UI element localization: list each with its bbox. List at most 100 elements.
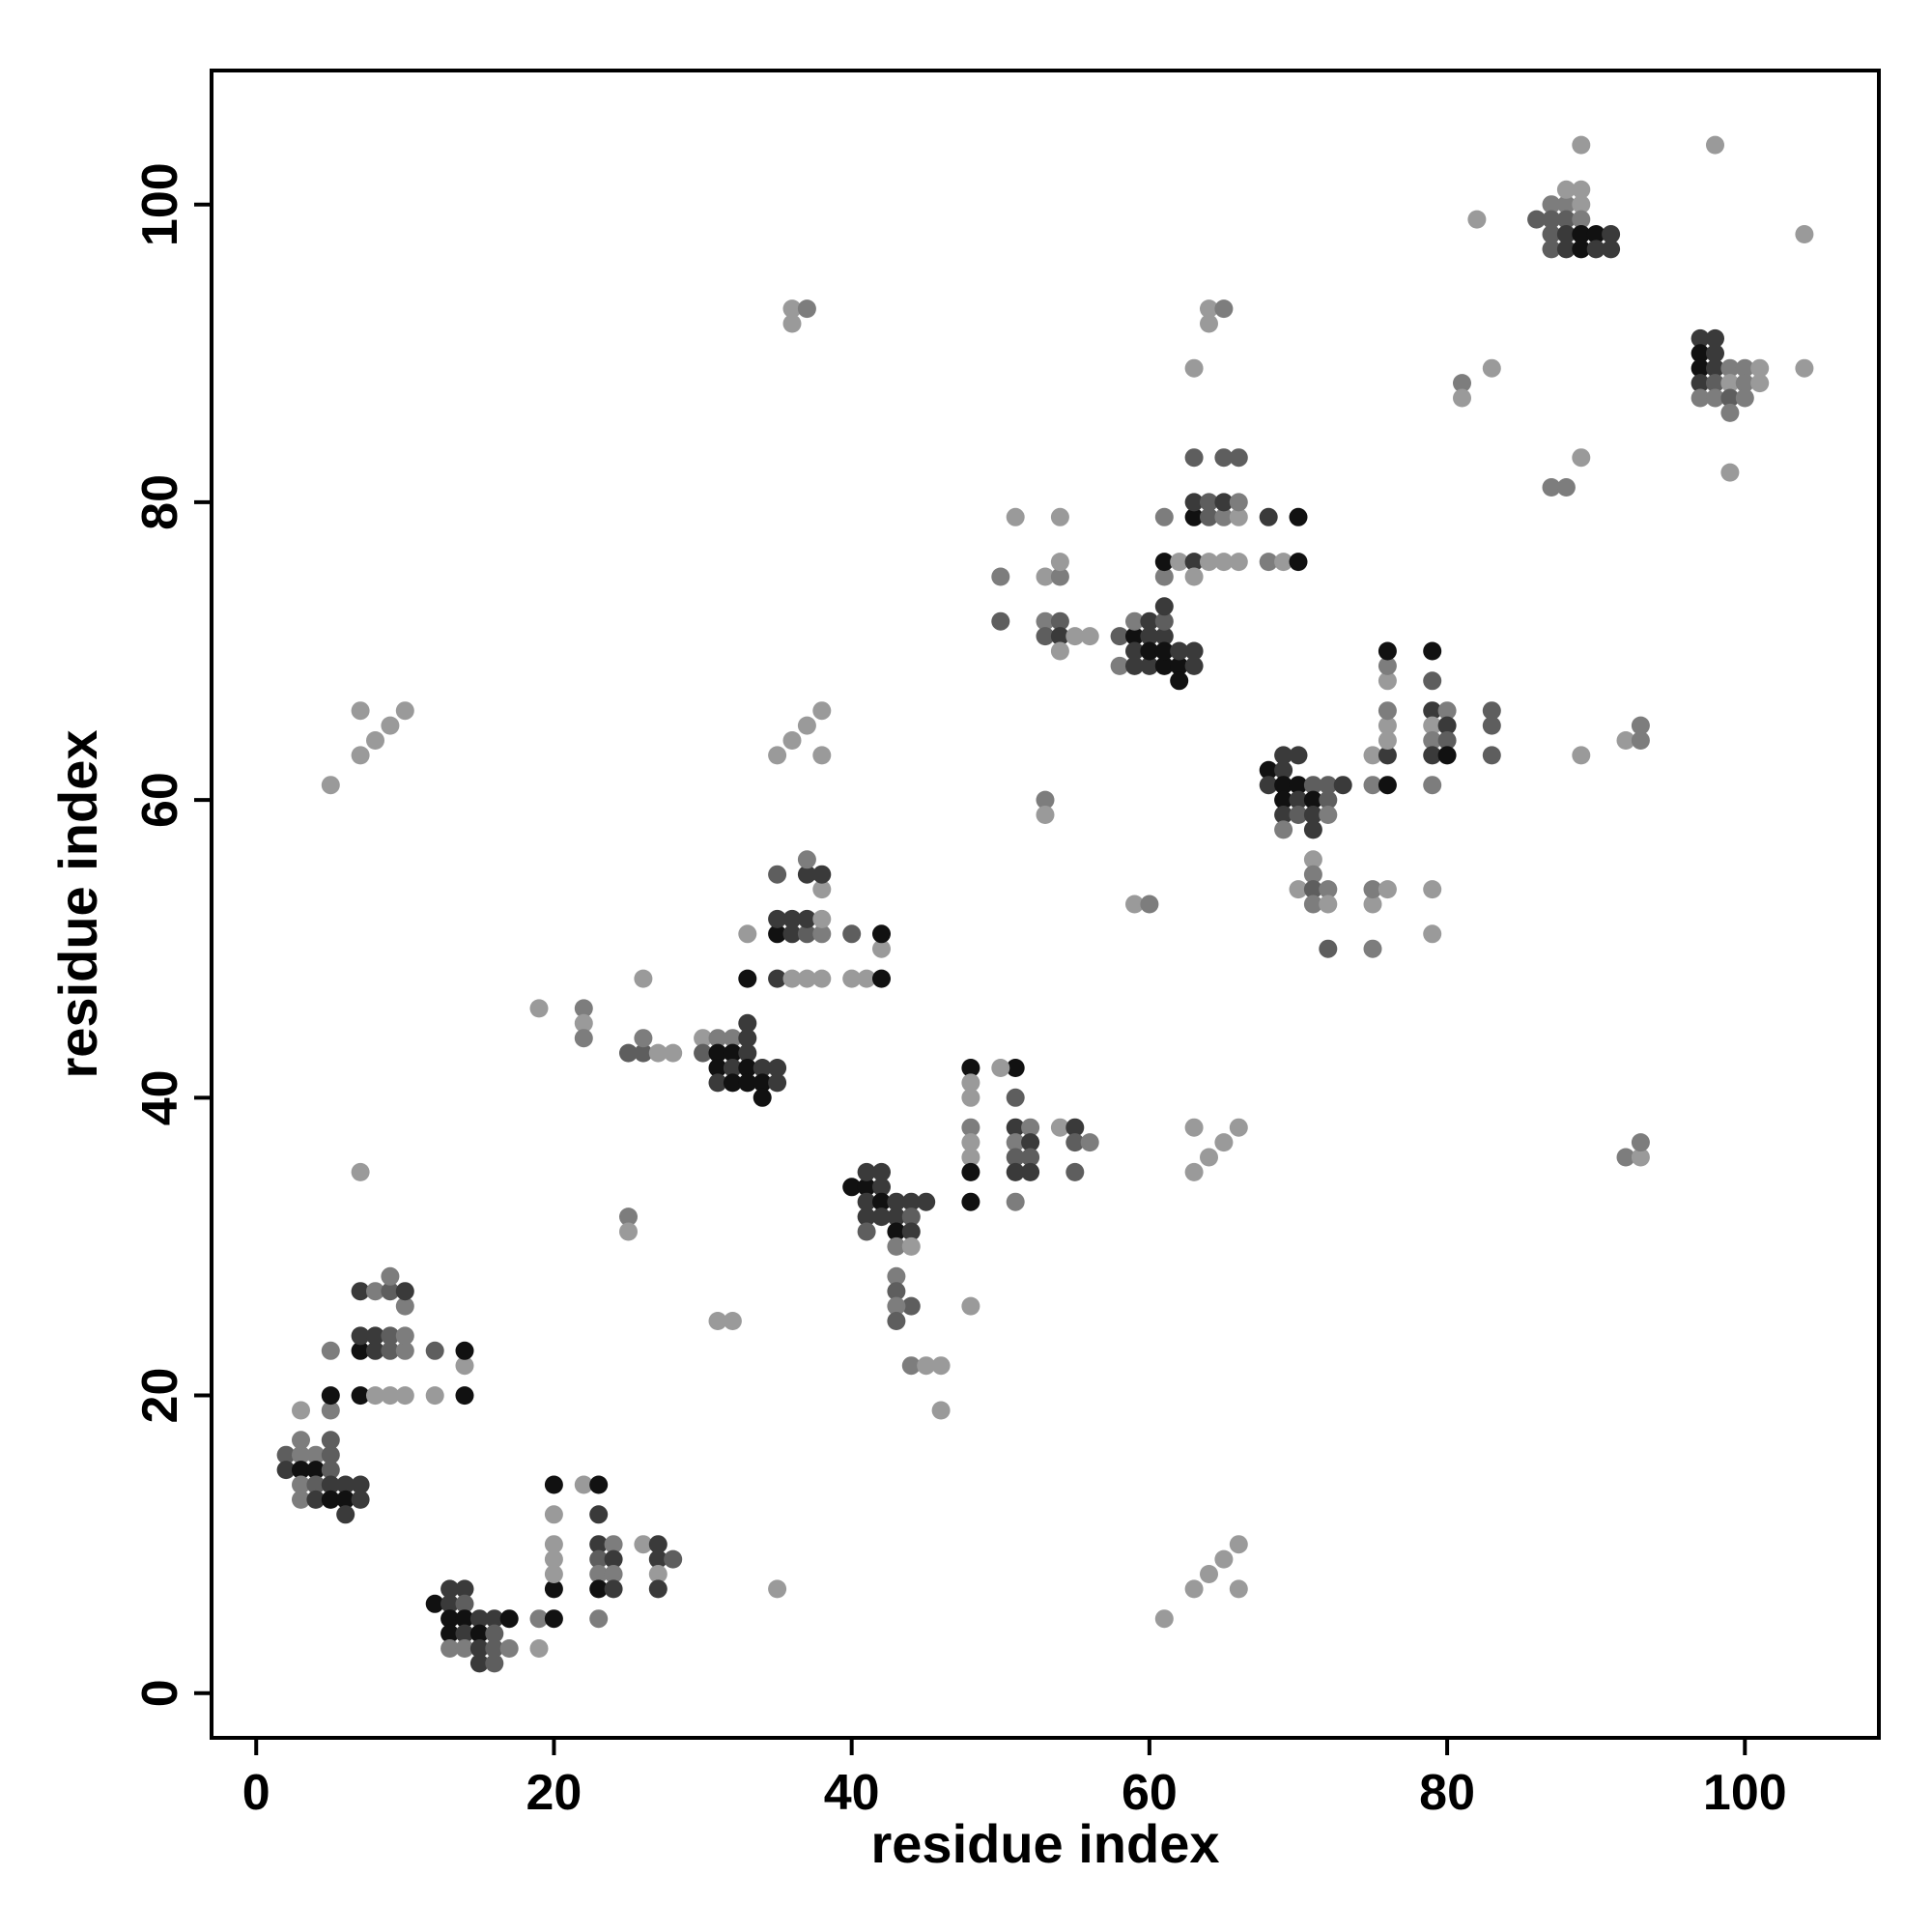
data-point (529, 1609, 549, 1629)
data-point (782, 299, 802, 319)
data-point (1125, 656, 1144, 675)
data-point (1006, 1162, 1025, 1181)
data-point (1363, 776, 1382, 795)
data-point (1289, 507, 1308, 526)
data-point (872, 1208, 891, 1227)
data-point (544, 1549, 563, 1569)
data-point (1006, 1118, 1025, 1137)
data-point (1542, 195, 1561, 214)
data-point (1706, 388, 1724, 408)
data-point (738, 1043, 757, 1063)
data-point (351, 1326, 370, 1346)
data-point (366, 1326, 384, 1346)
data-point (529, 1639, 549, 1658)
x-tick-label: 60 (1122, 1765, 1178, 1821)
data-point (1556, 225, 1576, 243)
data-point (782, 731, 802, 750)
data-point (1556, 180, 1576, 199)
data-points-layer (276, 135, 1814, 1673)
data-point (1556, 478, 1576, 497)
data-point (395, 1296, 414, 1316)
data-point (857, 1178, 876, 1197)
data-point (1690, 344, 1710, 363)
data-point (738, 924, 757, 944)
data-point (1006, 507, 1025, 526)
data-point (589, 1565, 609, 1583)
data-point (1556, 210, 1576, 229)
data-point (1602, 240, 1621, 259)
data-point (1021, 1148, 1040, 1167)
data-point (619, 1222, 638, 1241)
data-point (1110, 656, 1129, 675)
data-point (1050, 1118, 1069, 1137)
data-point (366, 731, 384, 750)
y-tick-label: 40 (132, 1069, 188, 1125)
data-point (634, 969, 653, 988)
data-point (1184, 1579, 1204, 1599)
data-point (1423, 641, 1442, 661)
data-point (812, 969, 832, 988)
data-point (381, 1341, 400, 1360)
data-point (664, 1549, 683, 1569)
data-point (634, 1043, 653, 1063)
data-point (961, 1073, 980, 1093)
data-point (917, 1192, 936, 1211)
data-point (1602, 225, 1621, 243)
data-point (1437, 701, 1457, 721)
data-point (455, 1356, 474, 1376)
y-tick-label: 20 (132, 1368, 188, 1424)
data-point (306, 1475, 326, 1494)
data-point (529, 999, 549, 1018)
data-point (872, 1178, 891, 1197)
data-point (991, 1059, 1010, 1077)
data-point (1572, 448, 1591, 468)
y-axis-title: residue index (47, 729, 108, 1078)
y-tick-label: 100 (132, 162, 188, 246)
data-point (351, 1282, 370, 1301)
data-point (1274, 790, 1293, 810)
data-point (812, 746, 832, 765)
data-point (1423, 880, 1442, 899)
data-point (1036, 627, 1055, 646)
data-point (292, 1461, 310, 1480)
data-point (753, 1088, 772, 1107)
data-point (1482, 701, 1501, 721)
data-point (1125, 611, 1144, 631)
data-point (961, 1192, 980, 1211)
data-point (961, 1296, 980, 1316)
data-point (1184, 493, 1204, 512)
data-point (292, 1401, 310, 1420)
data-point (1542, 225, 1561, 243)
data-point (1423, 731, 1442, 750)
data-point (1706, 135, 1724, 155)
data-point (931, 1401, 951, 1420)
data-point (574, 999, 593, 1018)
data-point (1690, 328, 1710, 348)
data-point (1036, 611, 1055, 631)
data-point (1200, 553, 1218, 572)
data-point (1184, 553, 1204, 572)
data-point (321, 1341, 340, 1360)
data-point (395, 1386, 414, 1406)
data-point (619, 1043, 638, 1063)
data-point (857, 1162, 876, 1181)
data-point (1303, 850, 1322, 869)
data-point (887, 1208, 906, 1227)
data-point (574, 1013, 593, 1033)
data-point (723, 1312, 742, 1330)
data-point (1154, 627, 1174, 646)
data-point (425, 1386, 444, 1406)
data-point (1378, 776, 1397, 795)
data-point (1482, 358, 1501, 378)
data-point (887, 1192, 906, 1211)
data-point (1184, 641, 1204, 661)
data-point (1467, 210, 1487, 229)
data-point (1289, 806, 1308, 824)
data-point (604, 1579, 623, 1599)
data-point (1423, 924, 1442, 944)
data-point (1229, 507, 1248, 526)
data-point (351, 1386, 370, 1406)
data-point (1050, 567, 1069, 586)
data-point (1154, 641, 1174, 661)
data-point (1200, 493, 1218, 512)
